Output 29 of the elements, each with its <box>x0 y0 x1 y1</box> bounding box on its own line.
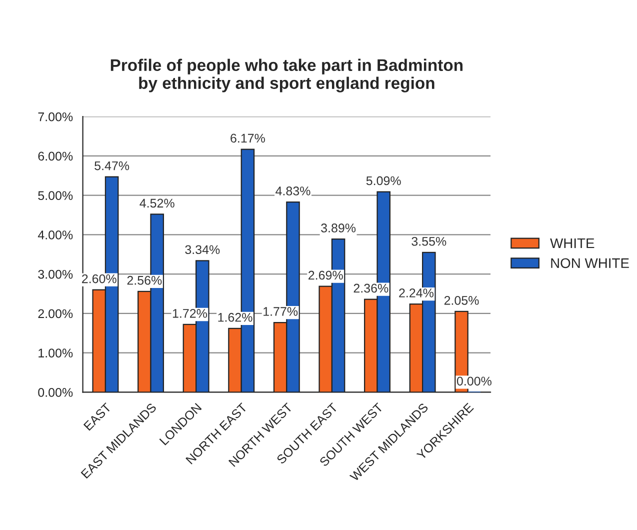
data-label: 4.83% <box>276 186 310 196</box>
legend-label: NON WHITE <box>551 258 629 268</box>
y-tick-label: 5.00% <box>38 191 73 200</box>
data-label: 1.77% <box>264 307 298 316</box>
y-tick-label: 6.00% <box>38 152 73 161</box>
data-label: 2.60% <box>82 274 116 284</box>
data-label: 2.36% <box>354 284 388 293</box>
y-tick-label: 4.00% <box>38 230 73 240</box>
data-label: 2.69% <box>308 270 343 280</box>
y-tick-label: 2.00% <box>38 309 73 318</box>
data-label: 1.62% <box>218 312 252 322</box>
data-label: 5.09% <box>366 176 401 186</box>
data-label: 4.52% <box>140 198 174 208</box>
y-tick-label: 0.00% <box>38 388 73 397</box>
y-tick-label: 7.00% <box>38 112 73 122</box>
chart-title: Profile of people who take part in Badminton by ethnicity and sport england region <box>110 58 462 92</box>
data-label: 3.34% <box>185 245 220 254</box>
data-label: 6.17% <box>230 134 265 143</box>
y-tick-label: 3.00% <box>38 270 73 279</box>
data-label: 5.47% <box>94 161 130 170</box>
y-tick-label: 1.00% <box>38 348 73 358</box>
data-label: 2.56% <box>127 276 162 285</box>
data-label: 2.24% <box>399 288 434 298</box>
data-label: 1.72% <box>172 308 207 318</box>
data-label: 3.89% <box>321 224 356 232</box>
legend-label: WHITE <box>550 238 594 248</box>
data-label: 3.55% <box>412 236 446 246</box>
data-label: 0.00% <box>456 376 492 386</box>
data-label: 2.05% <box>444 296 479 305</box>
